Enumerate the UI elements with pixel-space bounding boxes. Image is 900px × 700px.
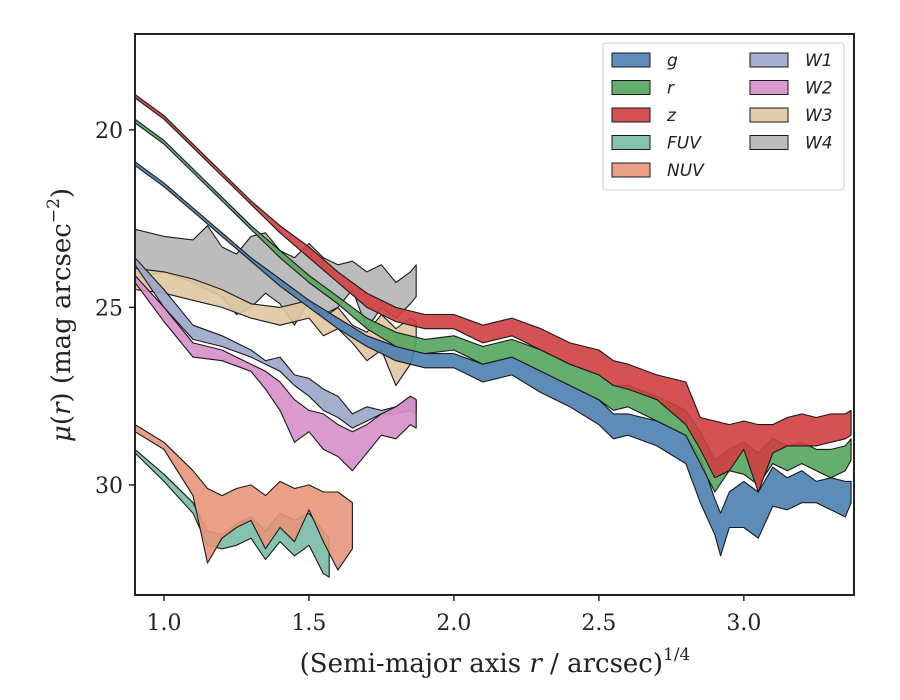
legend-swatch-fuv bbox=[611, 135, 651, 150]
y-tick-label: 30 bbox=[95, 474, 123, 499]
legend-label-nuv: NUV bbox=[667, 161, 705, 181]
x-tick-label: 2.0 bbox=[436, 611, 471, 636]
legend-swatch-w2 bbox=[749, 80, 789, 95]
band-w2 bbox=[135, 274, 417, 472]
legend-swatch-nuv bbox=[611, 162, 651, 178]
band-nuv bbox=[135, 424, 353, 571]
y-axis: 20 25 30 bbox=[95, 119, 135, 499]
y-tick-label: 20 bbox=[95, 119, 123, 144]
x-tick-label: 3.0 bbox=[726, 611, 761, 636]
band-r bbox=[135, 118, 852, 493]
legend-swatch-z bbox=[611, 107, 651, 123]
legend: grz FUV NUV W1 W2 W3 W4 bbox=[602, 42, 845, 191]
legend-label-z: z bbox=[666, 106, 677, 126]
legend-label-g: g bbox=[667, 51, 678, 71]
legend-swatch-r bbox=[611, 80, 651, 95]
x-axis: 1.0 1.5 2.0 2.5 3.0 bbox=[146, 595, 761, 636]
band-z bbox=[135, 93, 852, 493]
x-tick-label: 1.0 bbox=[146, 611, 181, 636]
legend-label-w1: W1 bbox=[805, 51, 833, 71]
plot-area bbox=[135, 93, 852, 578]
legend-swatch-w1 bbox=[749, 52, 789, 68]
legend-label-r: r bbox=[667, 79, 675, 99]
band-g bbox=[135, 161, 852, 557]
legend-label-w3: W3 bbox=[805, 106, 833, 126]
legend-swatch-g bbox=[611, 52, 651, 68]
legend-label-fuv: FUV bbox=[667, 134, 702, 154]
axes-frame bbox=[134, 33, 855, 596]
y-tick-label: 25 bbox=[95, 296, 123, 321]
x-tick-label: 2.5 bbox=[581, 611, 616, 636]
x-tick-label: 1.5 bbox=[291, 611, 326, 636]
x-axis-title: (Semi-major axis r / arcsec)1/4 bbox=[300, 645, 691, 679]
legend-frame bbox=[602, 42, 845, 191]
legend-label-w2: W2 bbox=[805, 79, 833, 99]
legend-label-w4: W4 bbox=[805, 134, 833, 154]
y-axis-title: μ(r) (mag arcsec−2) bbox=[44, 188, 77, 442]
legend-swatch-w4 bbox=[749, 135, 789, 150]
legend-swatch-w3 bbox=[749, 107, 789, 123]
